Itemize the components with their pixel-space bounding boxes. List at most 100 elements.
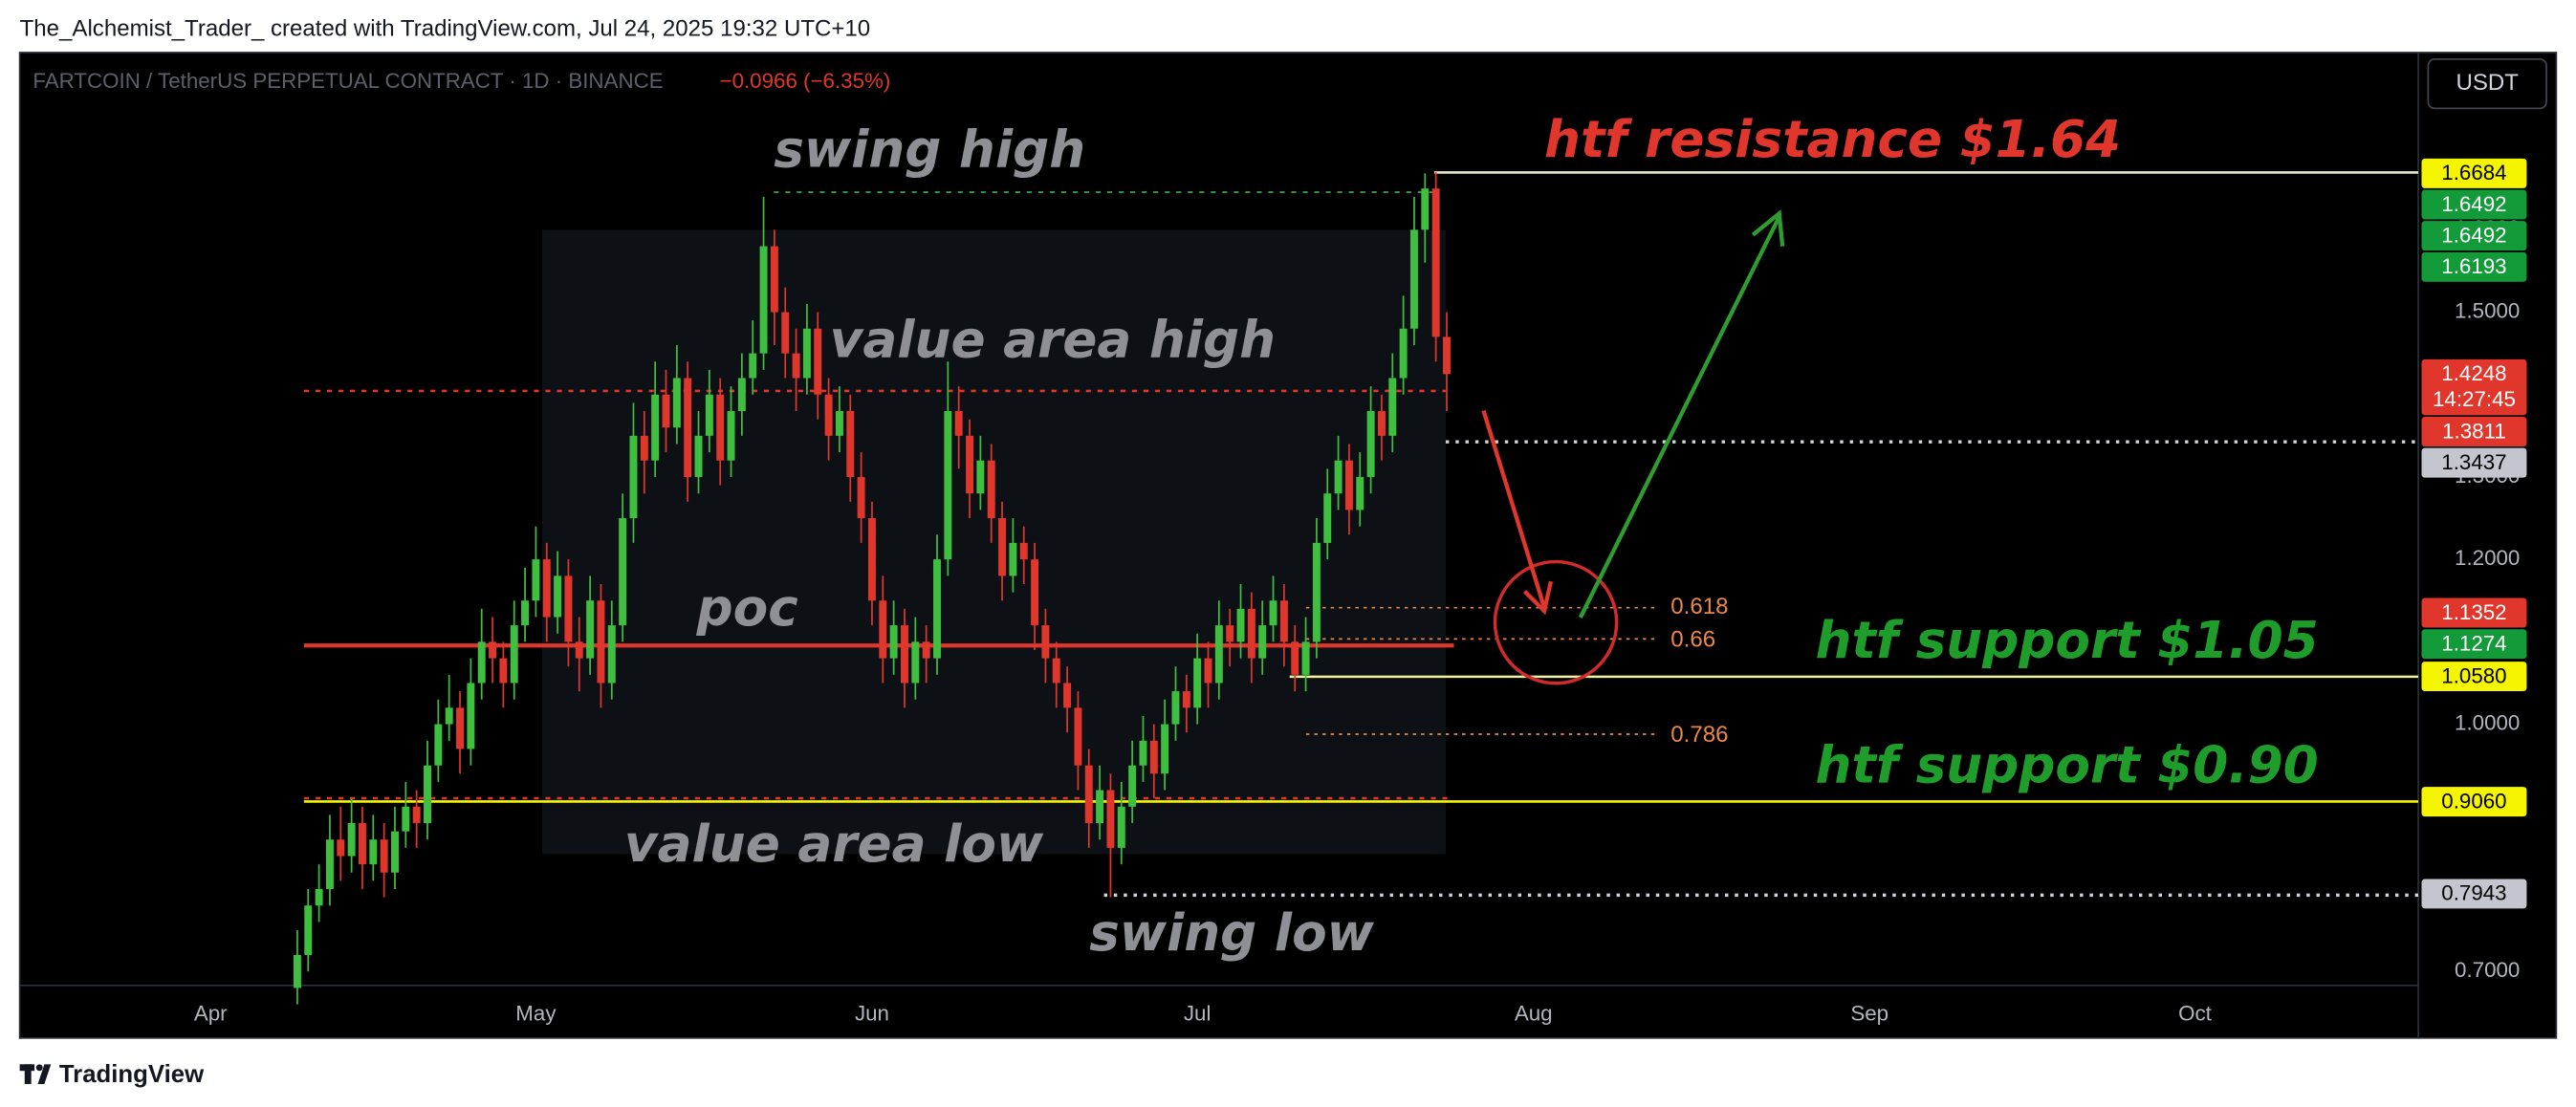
candle-body [564,575,573,642]
price-badge-label: 1.6193 [2441,254,2506,278]
annotation: htf resistance $1.64 [1544,110,2121,169]
candle-body [684,378,692,477]
candle-body [1279,600,1288,642]
candle-body [781,312,790,354]
price-badge-label: 1.0580 [2441,663,2506,687]
candle-body [1301,641,1310,675]
candle-body [857,476,865,519]
candle-body [467,683,475,749]
candle-body [1019,542,1028,560]
candle-body [510,625,518,684]
candle-body [1236,608,1245,642]
candle-body [954,410,963,436]
annotation: htf support $0.90 [1816,736,2319,795]
logo-part [37,1064,52,1084]
down-arrow [1481,409,1547,609]
candle-body [1247,608,1255,659]
candle-body [597,600,605,684]
candle-body [802,328,811,379]
candle-body [434,724,443,766]
up-arrow [1578,215,1781,619]
annotation: poc [695,578,797,638]
candle-body [651,394,660,461]
annotations: swing high value area high poc value are… [624,110,2319,963]
candle-body [944,410,952,560]
candle-body [1182,691,1190,708]
candle-body [1052,658,1060,684]
candle-body [1399,328,1408,379]
candle-body [1063,683,1072,708]
header-text: The_Alchemist_Trader_ created with Tradi… [20,15,871,41]
down-arrowhead [1522,580,1553,616]
candle-body [293,954,301,988]
x-tick-label: Oct [2178,1002,2213,1026]
candle-body [1443,336,1451,375]
candle-body [586,600,595,659]
candle-body [456,707,465,749]
price-badge [2421,447,2527,478]
candle-body [1149,740,1158,774]
candle-body [694,435,703,477]
candle-body [792,353,800,379]
candle-body [1409,229,1418,329]
candle-body [607,625,616,684]
candle-body [1291,641,1299,675]
x-tick-label: Aug [1515,1002,1553,1026]
price-badge-label: 0.7943 [2441,881,2506,905]
candle-body [1312,542,1321,642]
candle-body [846,410,855,477]
price-badge-label: 1.1352 [2441,600,2506,624]
candle-body [532,559,540,601]
price-badge-label: 1.6684 [2441,161,2506,184]
candle-body [749,353,757,379]
price-badge [2421,629,2527,660]
candle-body [521,600,530,626]
price-badge [2421,787,2527,817]
x-tick-label: Jul [1184,1002,1212,1026]
candle-body [575,641,583,659]
candle-body [1041,625,1050,659]
candle-body [369,839,378,865]
candle-body [933,559,941,659]
candle-body [1009,542,1017,576]
candle-body [976,460,985,494]
candle-body [1214,625,1223,684]
band-fill [541,229,1446,855]
candle-body [424,765,431,824]
fib-label: 0.618 [1670,594,1728,619]
candle-body [1388,378,1397,436]
candle-body [1106,790,1115,848]
candle-body [347,823,356,857]
candle-body [824,394,833,436]
x-tick-label: Jun [855,1002,889,1026]
candle-body [922,641,930,659]
candle-body [716,394,725,461]
candle-body [1366,410,1375,477]
drawings [1481,209,1785,685]
candle-body [1204,658,1212,684]
price-badge-label: 1.4248 [2441,361,2506,385]
currency-label[interactable]: USDT [2456,70,2519,96]
price-badge-label: 1.3437 [2441,450,2506,474]
currency-button[interactable] [2427,57,2547,110]
annotation: swing high [774,119,1085,179]
price-badge [2421,597,2527,628]
candle-body [1117,806,1125,848]
price-badge [2421,662,2527,692]
price-badge [2421,189,2527,220]
candle-body [835,410,843,436]
candle-body [489,641,497,659]
candle-body [1161,724,1169,774]
candle-body [315,888,323,906]
candle-body [380,839,388,873]
candle-body [640,435,648,461]
candle-body [1226,625,1234,642]
target-circle [1493,559,1619,685]
candle-body [1074,707,1082,766]
candle-body [705,394,713,436]
candle-body [1139,740,1147,766]
price-badge [2421,417,2527,446]
candle-body [901,625,908,684]
fib-label: 0.66 [1670,626,1715,652]
